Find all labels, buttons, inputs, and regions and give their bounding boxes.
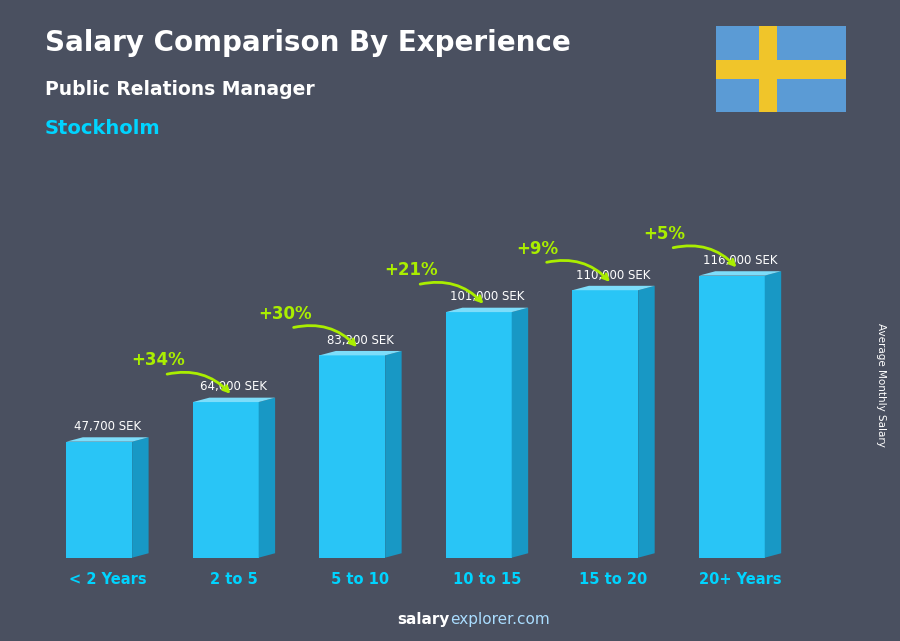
- Text: 101,000 SEK: 101,000 SEK: [450, 290, 524, 303]
- Polygon shape: [699, 271, 781, 276]
- Text: +5%: +5%: [644, 225, 685, 243]
- Text: Stockholm: Stockholm: [45, 119, 160, 138]
- Polygon shape: [759, 26, 777, 112]
- Text: 10 to 15: 10 to 15: [453, 572, 521, 587]
- Text: Average Monthly Salary: Average Monthly Salary: [877, 322, 886, 447]
- Text: 47,700 SEK: 47,700 SEK: [74, 420, 141, 433]
- Polygon shape: [512, 308, 528, 558]
- Text: +9%: +9%: [517, 240, 559, 258]
- Text: 116,000 SEK: 116,000 SEK: [703, 254, 778, 267]
- Polygon shape: [67, 442, 132, 558]
- Text: +30%: +30%: [257, 304, 311, 323]
- Text: 15 to 20: 15 to 20: [580, 572, 648, 587]
- Text: +21%: +21%: [384, 262, 438, 279]
- Polygon shape: [385, 351, 401, 558]
- Polygon shape: [320, 355, 385, 558]
- Polygon shape: [258, 397, 275, 558]
- Polygon shape: [67, 437, 148, 442]
- Text: salary: salary: [398, 612, 450, 627]
- Polygon shape: [638, 286, 654, 558]
- Polygon shape: [699, 276, 765, 558]
- Text: Public Relations Manager: Public Relations Manager: [45, 80, 315, 99]
- Text: explorer.com: explorer.com: [450, 612, 550, 627]
- Text: 20+ Years: 20+ Years: [698, 572, 781, 587]
- Polygon shape: [572, 286, 654, 290]
- Text: 110,000 SEK: 110,000 SEK: [576, 269, 651, 281]
- Polygon shape: [716, 60, 846, 79]
- Text: 83,200 SEK: 83,200 SEK: [327, 334, 394, 347]
- Text: Salary Comparison By Experience: Salary Comparison By Experience: [45, 29, 571, 57]
- Text: 2 to 5: 2 to 5: [210, 572, 258, 587]
- Polygon shape: [320, 351, 401, 355]
- Polygon shape: [193, 402, 258, 558]
- Text: +34%: +34%: [131, 351, 185, 369]
- Polygon shape: [132, 437, 148, 558]
- Polygon shape: [446, 308, 528, 312]
- Text: < 2 Years: < 2 Years: [68, 572, 147, 587]
- Text: 5 to 10: 5 to 10: [331, 572, 390, 587]
- Polygon shape: [572, 290, 638, 558]
- Polygon shape: [446, 312, 512, 558]
- Polygon shape: [193, 397, 275, 402]
- Polygon shape: [765, 271, 781, 558]
- Text: 64,000 SEK: 64,000 SEK: [201, 380, 267, 394]
